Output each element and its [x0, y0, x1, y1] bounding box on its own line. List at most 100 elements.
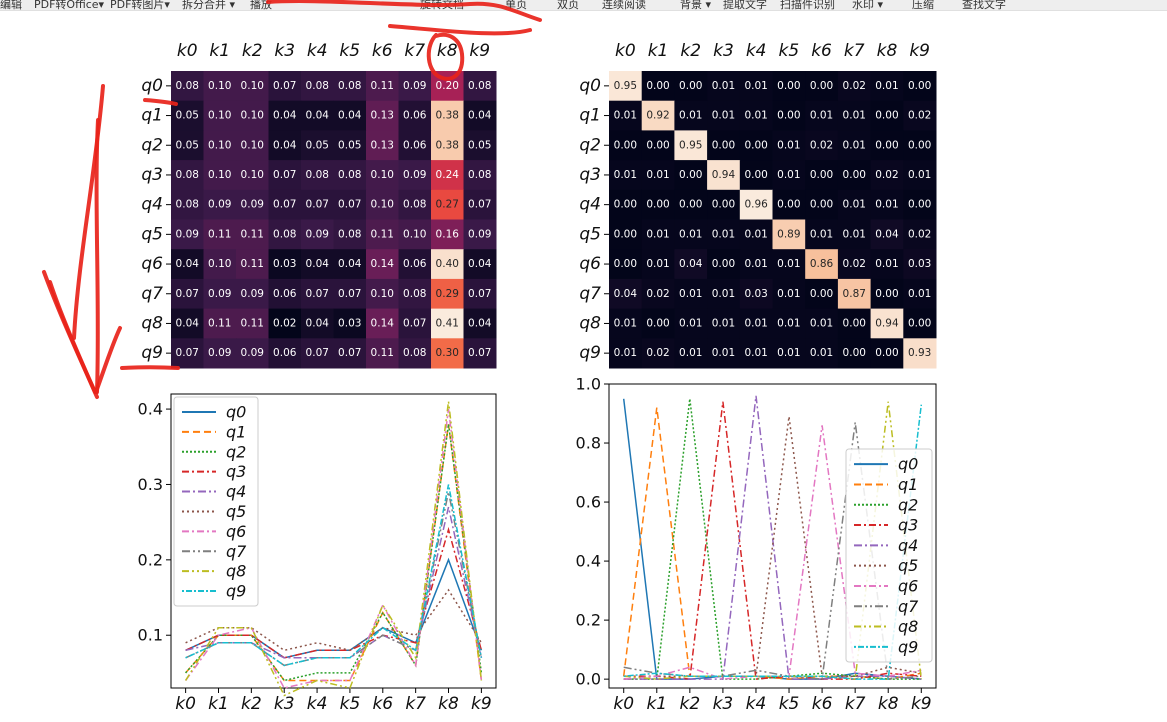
annotation-stroke [72, 84, 105, 340]
heatmap-cell-label: 0.94 [875, 317, 899, 329]
heatmap-cell [609, 189, 643, 220]
toolbar-item[interactable]: 拆分合并 ▾ [182, 0, 236, 11]
heatmap-cell-label: 0.08 [403, 199, 426, 211]
heatmap-cell [805, 71, 839, 102]
heatmap-x-tick-label: k3 [713, 41, 734, 61]
heatmap-y-tick-label: q4 [579, 195, 601, 215]
heatmap-cell-label: 0.01 [646, 169, 669, 181]
heatmap-cell [707, 278, 741, 310]
heatmap-cell [674, 130, 708, 161]
toolbar-item[interactable]: 扫描件识别 [780, 0, 835, 11]
red-annotations [42, 0, 542, 399]
heatmap-x-tick-label: k2 [680, 41, 701, 61]
heatmap-cell-label: 0.00 [646, 139, 669, 151]
toolbar-item[interactable]: 连续阅读 [602, 0, 646, 11]
legend-label: q7 [898, 597, 919, 616]
heatmap-cell-label: 0.94 [712, 169, 736, 181]
annotation-stroke [94, 118, 100, 394]
heatmap-cell-label: 0.08 [468, 80, 491, 92]
y-tick-label: 0.2 [576, 611, 601, 630]
x-tick-label: k8 [438, 694, 459, 714]
heatmap-cell-label: 0.00 [875, 288, 898, 300]
heatmap-y-tick-label: q1 [579, 106, 601, 126]
heatmap-cell-label: 0.01 [712, 288, 735, 300]
heatmap-cell [333, 278, 367, 310]
heatmap-cell-label: 0.02 [875, 169, 898, 181]
y-tick-label: 0.1 [138, 626, 163, 645]
heatmap-cell-label: 0.09 [468, 228, 491, 240]
toolbar-item[interactable]: 播放 [250, 0, 272, 11]
heatmap-cell [674, 160, 708, 191]
heatmap-y-tick-label: q5 [141, 224, 163, 244]
heatmap-cell [641, 249, 675, 280]
heatmap-cell-label: 0.10 [371, 199, 394, 211]
heatmap-y-tick-label: q3 [141, 165, 163, 185]
heatmap-cell-label: 0.07 [273, 199, 296, 211]
heatmap-cell-label: 0.01 [712, 80, 735, 92]
series-line [185, 484, 483, 667]
line-chart-right: k0 k1 k2 k3 k4 k5 k6 k7 k8 k9 0.0 0.2 0.4 0.6 0.8 1.0 q0… [576, 375, 937, 714]
series-line [185, 526, 483, 659]
heatmap-cell [463, 160, 497, 191]
toolbar-item[interactable]: 双页 [557, 0, 579, 11]
y-tick-label: 0.0 [576, 670, 601, 689]
heatmap-cell-label: 0.02 [646, 288, 669, 300]
legend-label: q4 [898, 536, 918, 555]
heatmap-cell [837, 160, 872, 191]
heatmap-cell [609, 278, 643, 310]
heatmap-cell-label: 0.05 [176, 110, 199, 122]
heatmap-cell-label: 0.11 [241, 228, 264, 240]
heatmap-x-tick-label: k0 [615, 41, 636, 61]
heatmap-cell [609, 308, 643, 339]
heatmap-cell-label: 0.00 [843, 317, 866, 329]
heatmap-x-tick-label: k4 [746, 41, 767, 61]
heatmap-cell [171, 71, 204, 102]
toolbar-item[interactable]: 编辑 [0, 0, 22, 11]
heatmap-cell-label: 0.00 [875, 139, 898, 151]
toolbar-item[interactable]: 背景 ▾ [680, 0, 712, 11]
heatmap-cell-label: 0.09 [208, 347, 231, 359]
heatmap-x-tick-label: k7 [844, 41, 865, 61]
heatmap-cell-label: 0.00 [875, 347, 898, 359]
heatmap-cell-label: 0.02 [810, 139, 833, 151]
heatmap-cell-label: 0.08 [306, 169, 329, 181]
heatmap-cell [171, 308, 204, 339]
toolbar-item[interactable]: 提取文字 [723, 0, 767, 11]
heatmap-cell [268, 130, 302, 161]
heatmap-cell-label: 0.13 [371, 139, 394, 151]
heatmap-x-tick-label: k4 [307, 41, 328, 61]
heatmap-cell [268, 338, 302, 369]
toolbar-item[interactable]: 水印 ▾ [852, 0, 884, 11]
heatmap-cell [674, 338, 708, 369]
heatmap-cell-label: 0.16 [436, 228, 460, 240]
toolbar-item[interactable]: PDF转Office▾ [34, 0, 105, 11]
heatmap-cell-label: 0.00 [777, 110, 800, 122]
heatmap-cell [707, 308, 741, 339]
heatmap-cell-label: 0.01 [908, 288, 931, 300]
heatmap-cell [171, 130, 204, 161]
x-tick-label: k8 [878, 694, 899, 714]
heatmap-cell-label: 0.01 [744, 347, 767, 359]
heatmap-cell [333, 130, 367, 161]
heatmap-cell-label: 0.10 [208, 80, 231, 92]
toolbar-item[interactable]: PDF转图片▾ [110, 0, 170, 11]
heatmap-cell-label: 0.07 [468, 288, 491, 300]
heatmap-cell [739, 130, 773, 161]
toolbar-item[interactable]: 单页 [505, 0, 527, 11]
toolbar-item[interactable]: 压缩 [912, 0, 934, 11]
y-tick-label: 0.4 [576, 552, 601, 571]
heatmap-cell [398, 71, 432, 102]
toolbar-item[interactable]: 查找文字 [962, 0, 1006, 11]
heatmap-cell [903, 130, 937, 161]
y-tick-label: 0.4 [138, 400, 163, 419]
heatmap-y-tick-label: q0 [579, 76, 601, 96]
heatmap-cell [268, 71, 302, 102]
heatmap-cell-label: 0.01 [712, 110, 735, 122]
annotation-stroke [266, 0, 542, 22]
heatmap-cell [805, 100, 839, 131]
series-line [623, 395, 922, 680]
heatmap-cell-label: 0.92 [646, 110, 669, 122]
heatmap-cell [398, 249, 432, 280]
heatmap-cell-label: 0.02 [908, 110, 931, 122]
heatmap-cell-label: 0.01 [843, 228, 866, 240]
